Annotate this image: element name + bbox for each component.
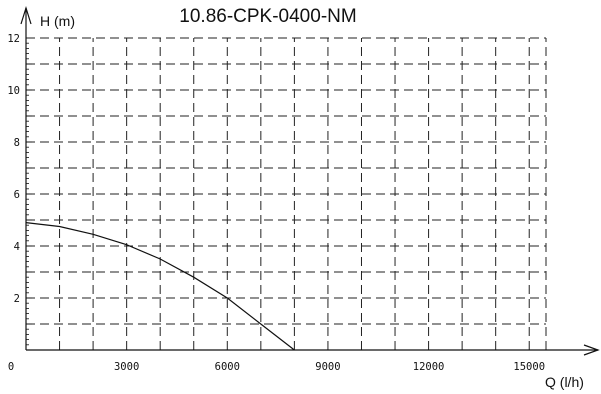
series-line — [25, 222, 295, 351]
series — [25, 222, 295, 351]
y-tick-label: 10 — [7, 85, 20, 97]
x-axis-label: Q (l/h) — [545, 374, 584, 390]
axes — [20, 5, 600, 356]
y-tick-label: 8 — [14, 137, 20, 149]
x-axis-arrow — [583, 344, 600, 356]
y-axis-arrow — [20, 5, 32, 25]
y-axis-label: H (m) — [40, 13, 75, 29]
x-tick-label: 15000 — [513, 361, 545, 373]
tick-labels: 2 4 6 8 10 12 0 3000 6000 9000 12000 15000 — [7, 33, 545, 373]
x-tick-label: 0 — [8, 361, 14, 373]
y-tick-label: 6 — [14, 189, 20, 201]
x-tick-label: 12000 — [413, 361, 445, 373]
y-tick-label: 12 — [7, 33, 20, 45]
x-tick-label: 6000 — [215, 361, 240, 373]
grid — [26, 37, 547, 350]
y-tick-label: 4 — [14, 241, 20, 253]
chart-title: 10.86-CPK-0400-NM — [179, 6, 356, 27]
x-tick-label: 3000 — [114, 361, 139, 373]
x-tick-label: 9000 — [315, 361, 340, 373]
y-tick-label: 2 — [14, 293, 20, 305]
